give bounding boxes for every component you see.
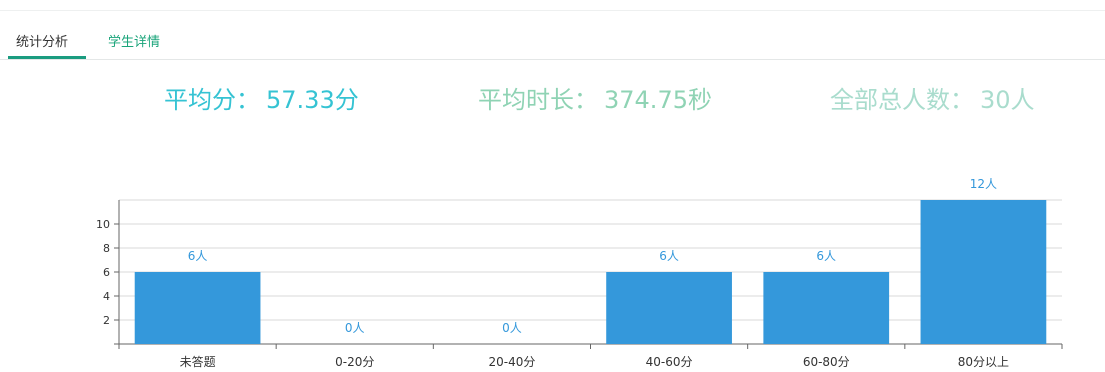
average-score-value: 57.33分 [266,86,359,114]
x-category-label: 0-20分 [335,355,374,369]
x-category-label: 20-40分 [488,355,535,369]
tab-bar: 统计分析 学生详情 [0,30,1105,60]
average-duration-value: 374.75秒 [604,86,712,114]
y-tick-label: 2 [103,314,110,327]
active-tab-indicator [8,56,86,59]
y-tick-label: 6 [103,266,110,279]
top-divider [0,10,1105,11]
average-duration-stat: 平均时长： 374.75秒 [478,84,712,116]
average-duration-label: 平均时长： [478,86,598,114]
bar [606,272,732,344]
x-category-label: 80分以上 [958,355,1009,369]
y-tick-label: 10 [96,218,110,231]
y-tick-label: 4 [103,290,110,303]
bar-data-label: 6人 [816,249,836,263]
tab-student-details[interactable]: 学生详情 [108,35,161,50]
bar [134,272,261,344]
total-people-value: 30人 [980,86,1035,114]
bar-data-label: 0人 [502,321,522,335]
total-people-stat: 全部总人数： 30人 [830,84,1035,116]
average-score-stat: 平均分： 57.33分 [164,84,359,116]
bar-data-label: 0人 [345,321,365,335]
x-category-label: 未答题 [180,354,216,369]
x-category-label: 40-60分 [646,355,693,369]
bar-data-label: 12人 [970,177,997,191]
total-people-label: 全部总人数： [830,86,974,114]
bar-data-label: 6人 [659,249,679,263]
bar [763,272,890,344]
y-tick-label: 8 [103,242,110,255]
bar-data-label: 6人 [188,249,208,263]
x-category-label: 60-80分 [803,355,850,369]
tab-statistics-analysis[interactable]: 统计分析 [16,35,69,50]
average-score-label: 平均分： [164,86,260,114]
bar [920,200,1047,344]
